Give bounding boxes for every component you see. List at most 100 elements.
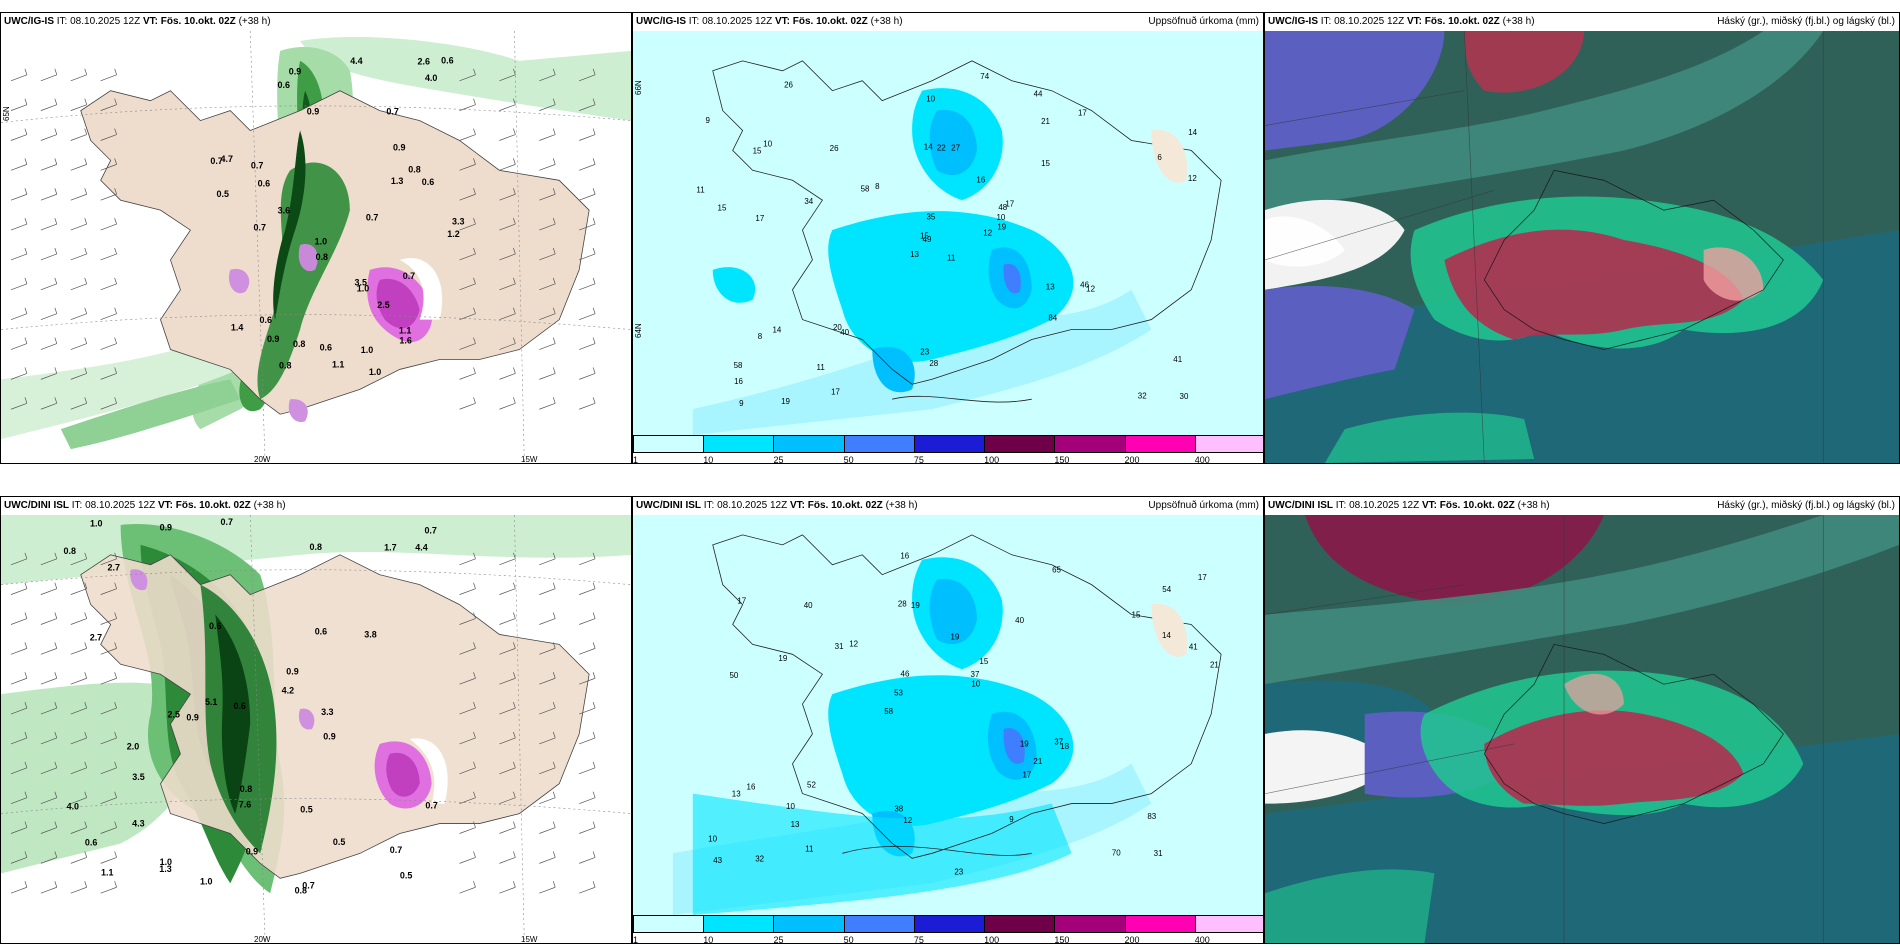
- panel-bot-mid: UWC/DINI ISL IT: 08.10.2025 12Z VT: Fös.…: [632, 496, 1264, 944]
- value-label: 0.5: [333, 837, 345, 847]
- value-label: 28: [898, 600, 907, 609]
- value-label: 19: [1020, 740, 1029, 749]
- value-label: 8: [758, 332, 763, 341]
- value-label: 12: [849, 639, 858, 648]
- panel-header: UWC/DINI ISL IT: 08.10.2025 12Z VT: Fös.…: [4, 500, 286, 511]
- value-label: 0.8: [240, 784, 252, 794]
- value-label: 17: [1022, 770, 1031, 779]
- value-label: 84: [1048, 313, 1057, 322]
- value-label: 18: [1060, 742, 1069, 751]
- legend-tick-label: 400: [1194, 455, 1210, 464]
- value-label: 3.3: [321, 707, 333, 717]
- value-label: 0.7: [424, 526, 436, 536]
- value-label: 1.7: [384, 543, 396, 553]
- value-label: 0.8: [64, 546, 76, 556]
- value-label: 27: [951, 143, 960, 152]
- value-label: 10: [971, 680, 980, 689]
- value-label: 0.8: [408, 164, 420, 174]
- value-label: 58: [884, 707, 893, 716]
- legend-swatch: [843, 435, 915, 453]
- value-label: 21: [1041, 117, 1050, 126]
- value-label: 0.7: [386, 107, 398, 117]
- value-label: 14: [1162, 631, 1171, 640]
- value-label: 19: [778, 654, 787, 663]
- panel-top-left: UWC/IG-IS IT: 08.10.2025 12Z VT: Fös. 10…: [0, 12, 632, 464]
- value-label: 0.6: [258, 178, 270, 188]
- cloud-map: [1265, 515, 1899, 943]
- value-label: 0.6: [259, 315, 271, 325]
- legend-swatch: [703, 435, 775, 453]
- value-label: 58: [861, 185, 870, 194]
- value-label: 17: [831, 387, 840, 396]
- wind-map-svg: 1.00.60.60.7 0.81.01.23.60.80.91.40.71.03…: [1, 31, 631, 463]
- legend-tick-label: 25: [773, 455, 784, 464]
- value-label: 52: [807, 780, 816, 789]
- value-label: 35: [926, 212, 935, 221]
- value-label: 0.6: [209, 621, 221, 631]
- value-label: 10: [926, 94, 935, 103]
- value-label: 12: [983, 229, 992, 238]
- panel-bot-right: UWC/DINI ISL IT: 08.10.2025 12Z VT: Fös.…: [1264, 496, 1900, 944]
- value-label: 0.9: [286, 667, 298, 677]
- value-label: 74: [980, 72, 989, 81]
- map-title: Háský (gr.), miðský (fj.bl.) og lágský (…: [1717, 500, 1895, 511]
- lon-label-20w: 20W: [254, 455, 271, 464]
- value-label: 2.5: [377, 300, 389, 310]
- value-label: 37: [1054, 738, 1063, 747]
- value-label: 0.8: [295, 886, 307, 896]
- value-label: 0.8: [316, 252, 328, 262]
- value-label: 12: [903, 816, 912, 825]
- value-label: 22: [937, 144, 946, 153]
- value-label: 9: [739, 399, 744, 408]
- value-label: 0.6: [315, 626, 327, 636]
- panel-top-mid: UWC/IG-IS IT: 08.10.2025 12Z VT: Fös. 10…: [632, 12, 1264, 464]
- value-label: 20: [833, 323, 842, 332]
- value-label: 21: [1210, 660, 1219, 669]
- map-title: Uppsöfnuð úrkoma (mm): [1148, 500, 1259, 511]
- legend-tick-label: 1: [633, 935, 639, 944]
- legend-tick-label: 150: [1054, 935, 1070, 944]
- value-label: 32: [755, 854, 764, 863]
- value-label: 6: [1157, 153, 1162, 162]
- value-label: 37: [971, 670, 980, 679]
- wind-precip-map: 1.0 0.8 1.0 0.5 0.9 2.7 2.5 0.5 0.7 0.6 1.7 0.9 5.1 7…: [1, 515, 631, 943]
- legend-swatch: [703, 915, 775, 933]
- value-label: 16: [747, 782, 756, 791]
- legend-swatch: [913, 435, 986, 453]
- value-label: 44: [1034, 90, 1043, 99]
- legend-swatch: [1194, 435, 1263, 453]
- value-label: 38: [894, 805, 903, 814]
- value-label: 1.0: [357, 283, 369, 293]
- value-label: 40: [804, 601, 813, 610]
- value-label: 17: [755, 214, 764, 223]
- value-label: 1.1: [332, 360, 344, 370]
- legend-tick-label: 50: [843, 935, 854, 944]
- value-label: 3.5: [132, 772, 144, 782]
- value-label: 2.0: [127, 741, 139, 751]
- value-label: 16: [900, 551, 909, 560]
- value-label: 0.9: [246, 847, 258, 857]
- value-label: 23: [954, 867, 963, 876]
- value-label: 26: [830, 144, 839, 153]
- value-label: 2.7: [108, 563, 120, 573]
- model-name: UWC/IG-IS: [4, 16, 54, 27]
- precip-legend: 1 10 25 50 75 100 150 200 400: [633, 915, 1263, 943]
- legend-tick-label: 75: [913, 455, 924, 464]
- iceland-outline: [712, 534, 1222, 859]
- legend-swatch: [633, 915, 705, 933]
- value-label: 0.9: [323, 731, 335, 741]
- value-label: 15: [979, 657, 988, 666]
- value-label: 49: [923, 235, 932, 244]
- value-label: 17: [1078, 108, 1087, 117]
- value-label: 0.8: [293, 339, 305, 349]
- value-label: 11: [696, 186, 705, 195]
- value-label: 0.7: [302, 880, 314, 890]
- value-label: 9: [1009, 815, 1014, 824]
- value-label: 0.7: [390, 845, 402, 855]
- value-label: 8: [875, 182, 880, 191]
- legend-tick-label: 200: [1124, 935, 1140, 944]
- value-label: 1.0: [90, 518, 102, 528]
- legend-tick-label: 10: [703, 455, 714, 464]
- lon-label-15w: 15W: [521, 455, 538, 464]
- lat-label-64n: 64N: [634, 323, 643, 338]
